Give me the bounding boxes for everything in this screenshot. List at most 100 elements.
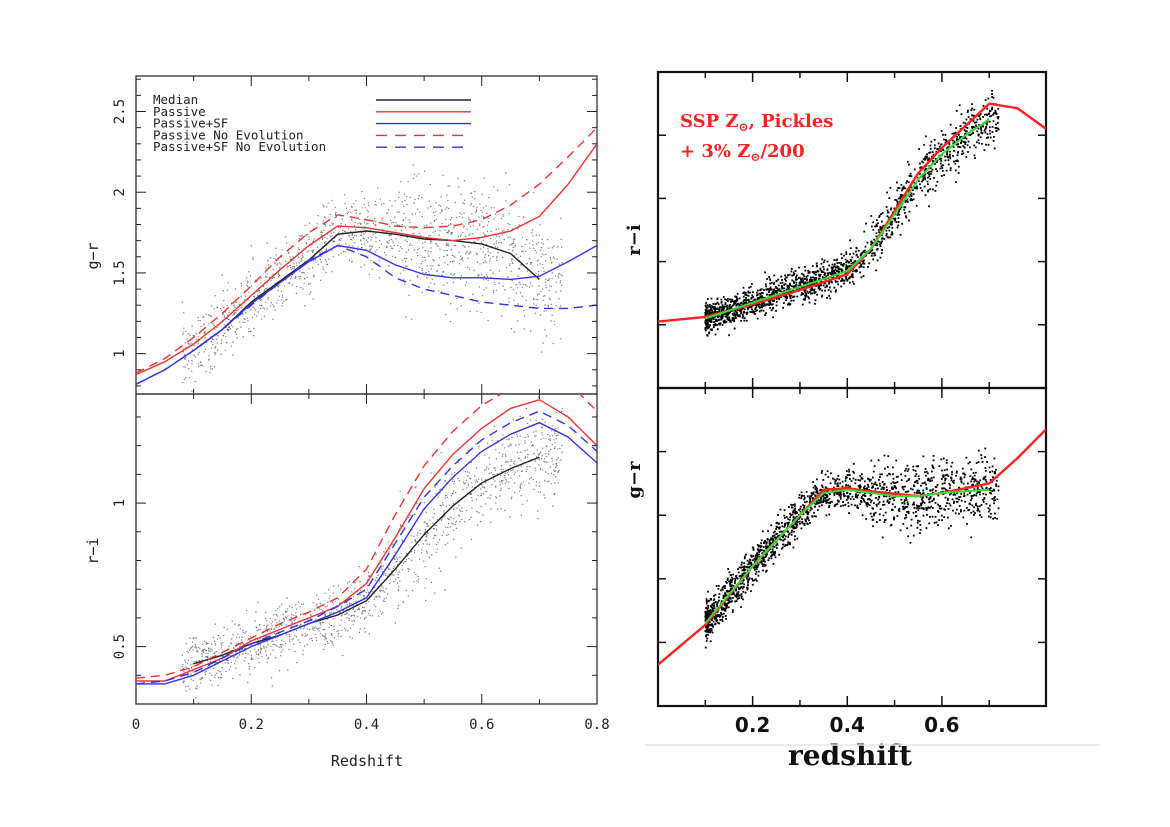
- data-point: [389, 200, 391, 202]
- data-point: [743, 291, 746, 294]
- data-point: [810, 283, 813, 286]
- data-point: [878, 231, 880, 234]
- data-point: [805, 285, 808, 287]
- data-point: [820, 271, 823, 274]
- data-point: [326, 605, 328, 607]
- data-point: [882, 224, 885, 227]
- data-point: [798, 281, 801, 284]
- data-point: [274, 258, 277, 260]
- data-point: [340, 635, 342, 638]
- data-point: [282, 649, 284, 651]
- data-point: [398, 211, 400, 213]
- data-point: [495, 257, 498, 259]
- data-point: [907, 181, 910, 184]
- data-point: [772, 292, 775, 295]
- data-point: [997, 127, 999, 130]
- data-point: [515, 433, 518, 435]
- data-point: [736, 314, 739, 316]
- data-point: [463, 521, 466, 523]
- data-point: [299, 606, 301, 608]
- data-point: [483, 486, 485, 488]
- data-point: [828, 272, 831, 274]
- data-point: [891, 233, 893, 236]
- data-point: [445, 505, 448, 507]
- data-point: [275, 247, 277, 249]
- data-point: [216, 661, 218, 663]
- data-point: [769, 279, 772, 282]
- data-point: [290, 276, 292, 278]
- data-point: [534, 312, 537, 314]
- data-point: [183, 312, 185, 314]
- data-point: [492, 256, 494, 258]
- data-point: [768, 291, 770, 293]
- data-point: [355, 212, 357, 214]
- data-point: [427, 253, 429, 255]
- data-point: [404, 283, 406, 285]
- data-point: [555, 304, 557, 307]
- data-point: [217, 634, 220, 637]
- data-point: [480, 248, 482, 250]
- data-point: [191, 363, 193, 365]
- data-point: [433, 534, 436, 537]
- data-point: [470, 493, 473, 495]
- data-point: [228, 318, 230, 321]
- data-point: [460, 547, 462, 549]
- data-point: [527, 453, 529, 456]
- data-point: [889, 223, 892, 226]
- data-point: [546, 445, 548, 447]
- data-point: [495, 458, 498, 460]
- data-point: [485, 262, 487, 264]
- data-point: [483, 177, 485, 179]
- data-point: [259, 651, 261, 653]
- data-point: [402, 259, 404, 262]
- data-point: [980, 131, 983, 134]
- data-point: [296, 661, 298, 664]
- data-point: [723, 321, 725, 324]
- data-point: [833, 269, 835, 272]
- data-point: [811, 287, 813, 289]
- data-point: [424, 566, 426, 568]
- data-point: [215, 352, 217, 354]
- data-point: [389, 234, 391, 236]
- data-point: [421, 267, 423, 270]
- data-point: [494, 467, 496, 469]
- data-point: [285, 242, 288, 244]
- data-point: [725, 316, 728, 318]
- data-point: [773, 288, 776, 291]
- data-point: [425, 534, 428, 536]
- data-point: [721, 315, 724, 317]
- data-point: [717, 319, 720, 322]
- data-point: [956, 139, 958, 141]
- data-point: [352, 596, 354, 598]
- data-point: [270, 628, 272, 630]
- data-point: [406, 251, 408, 253]
- data-point: [551, 247, 554, 249]
- data-point: [197, 365, 200, 368]
- data-point: [845, 271, 848, 274]
- data-point: [369, 248, 371, 250]
- data-point: [524, 436, 527, 439]
- data-point: [257, 639, 259, 642]
- data-point: [537, 510, 539, 512]
- data-point: [560, 274, 562, 276]
- data-point: [537, 396, 540, 398]
- data-point: [471, 213, 473, 215]
- data-point: [181, 665, 184, 668]
- data-point: [744, 291, 747, 294]
- data-point: [919, 166, 921, 169]
- data-point: [556, 459, 558, 461]
- data-point: [452, 523, 454, 525]
- data-point: [267, 264, 270, 266]
- data-point: [328, 597, 330, 599]
- data-point: [470, 192, 472, 194]
- data-point: [718, 323, 721, 326]
- data-point: [218, 652, 220, 654]
- data-point: [495, 242, 497, 244]
- data-point: [430, 222, 432, 224]
- data-point: [315, 637, 317, 639]
- data-point: [814, 299, 817, 302]
- data-point: [840, 280, 842, 282]
- data-point: [416, 208, 419, 210]
- data-point: [263, 624, 265, 627]
- data-point: [341, 629, 343, 632]
